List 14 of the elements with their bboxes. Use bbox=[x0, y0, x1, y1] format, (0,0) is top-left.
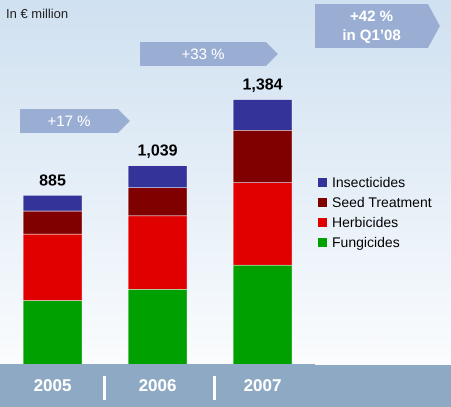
legend-label: Insecticides bbox=[332, 174, 406, 190]
text: +42 % in Q1’08 bbox=[341, 7, 402, 46]
text: Fungicides bbox=[332, 234, 400, 250]
x-tick-label: 2005 bbox=[34, 376, 72, 396]
x-tick-label: 2006 bbox=[138, 376, 176, 396]
annotation: 1,384 bbox=[242, 76, 283, 94]
annotation: 885 bbox=[39, 172, 66, 190]
annotation: 1,039 bbox=[137, 142, 178, 160]
x-tick-label: 2007 bbox=[244, 376, 282, 396]
text: +33 % bbox=[180, 44, 226, 64]
text: In € million bbox=[6, 6, 68, 21]
legend-label: Herbicides bbox=[332, 214, 398, 230]
annotation: +17 % bbox=[46, 112, 92, 132]
legend-label: Seed Treatment bbox=[332, 194, 432, 210]
